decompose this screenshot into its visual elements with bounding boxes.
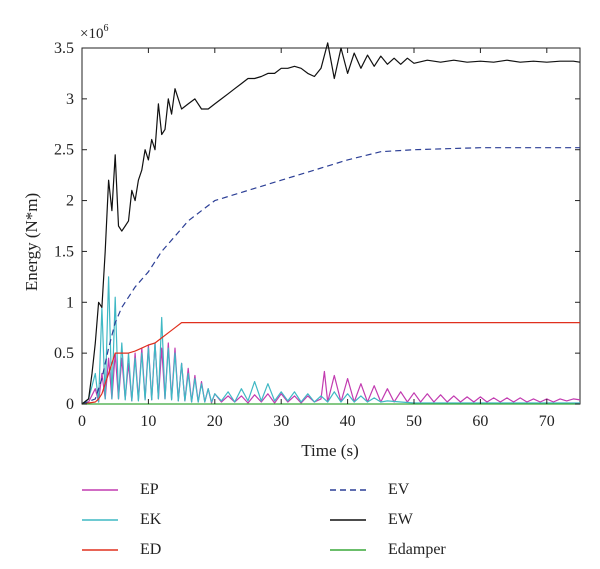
legend-item-ek: EK: [82, 508, 161, 532]
series-layer: [81, 42, 581, 405]
x-tick-label: 50: [406, 413, 422, 430]
legend-label: EK: [140, 511, 162, 528]
plot-axes: [81, 47, 581, 405]
y-tick-label: 2: [66, 193, 74, 210]
y-multiplier: ×106: [80, 23, 108, 42]
tick-layer: 0 10 20 30 40 50 60 70 0 0.5 1 1.5 2 2.5 3 3.5: [54, 40, 580, 430]
legend-swatch: [82, 549, 118, 551]
legend-label: EP: [140, 481, 159, 498]
legend-label: EV: [388, 481, 410, 498]
x-tick-label: 30: [273, 413, 289, 430]
x-tick-label: 10: [140, 413, 156, 430]
x-tick-label: 70: [539, 413, 555, 430]
y-axis-label: Energy (N*m): [22, 193, 41, 291]
y-tick-label: 3.5: [54, 40, 74, 57]
legend-swatch: [82, 489, 118, 491]
x-tick-label: 40: [340, 413, 356, 430]
legend-swatch: [82, 519, 118, 521]
plot-frame: [81, 47, 581, 405]
legend-label: ED: [140, 541, 162, 558]
series-line-ed: [81, 322, 580, 405]
legend: EP EK ED EV EW Edamper: [0, 470, 600, 569]
legend-item-ep: EP: [82, 478, 159, 502]
legend-label: Edamper: [388, 541, 446, 558]
series-line-ew: [81, 42, 581, 405]
x-tick-label: 0: [78, 413, 86, 430]
legend-swatch: [330, 519, 366, 521]
y-tick-label: 2.5: [54, 142, 74, 159]
energy-time-chart: 0 10 20 30 40 50 60 70 0 0.5 1 1.5 2 2.5 3 3.5 Energy (…: [22, 23, 581, 460]
y-tick-label: 1: [66, 294, 74, 311]
legend-swatch: [330, 549, 366, 551]
y-multiplier-exponent: 6: [103, 23, 108, 34]
series-line-ek: [81, 276, 580, 405]
x-axis-label: Time (s): [301, 441, 358, 460]
legend-label: EW: [388, 511, 413, 528]
series-line-ev: [81, 147, 580, 405]
legend-swatch: [330, 489, 366, 491]
legend-item-ew: EW: [330, 508, 413, 532]
x-tick-label: 20: [207, 413, 223, 430]
legend-item-ed: ED: [82, 538, 161, 562]
y-multiplier-base: ×10: [80, 26, 103, 42]
y-tick-label: 3: [66, 91, 74, 108]
y-tick-label: 0.5: [54, 345, 74, 362]
legend-item-ev: EV: [330, 478, 409, 502]
y-tick-label: 1.5: [54, 243, 74, 260]
x-tick-label: 60: [472, 413, 488, 430]
legend-item-edamper: Edamper: [330, 538, 446, 562]
y-tick-label: 0: [66, 396, 74, 413]
